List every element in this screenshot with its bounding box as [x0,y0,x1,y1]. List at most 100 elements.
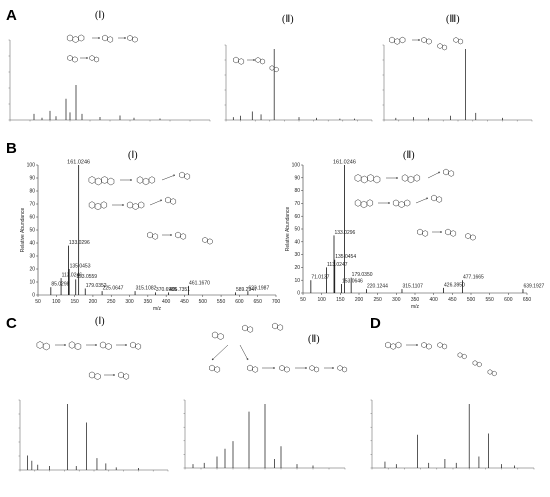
molecule-ring [401,174,409,182]
molecule-ring [470,234,476,241]
peak-label: 220.1244 [367,284,388,290]
x-tick-label: 550 [485,297,494,303]
molecule-ring [360,200,368,209]
molecule-ring [89,55,95,61]
peak-label: 461.1670 [189,280,210,286]
arrow-head [332,366,335,370]
y-tick-label: 80 [29,189,35,195]
panel-letter-d: D [370,315,381,332]
peak-label: 135.0453 [70,264,91,270]
peak-label: 179.0352 [86,283,107,289]
molecule-ring [126,201,134,209]
molecule-ring [366,199,374,207]
molecule-ring [118,371,124,379]
molecule-ring [436,196,443,203]
molecule-ring [443,168,449,176]
y-tick-label: 60 [29,215,35,221]
peak-label: 315.1082 [136,286,157,292]
molecule-ring [74,342,82,351]
molecule-ring [207,238,213,245]
peak-label: 589.2347 [236,287,257,293]
x-tick-label: 650 [254,299,263,305]
molecule-ring [442,44,448,51]
y-tick-label: 40 [294,239,300,245]
molecule-ring [407,175,415,184]
molecule-ring [68,341,76,349]
arrow-head [416,343,419,347]
arrow-head [246,357,249,361]
y-tick-label: 30 [294,252,300,258]
x-tick-label: 250 [373,297,382,303]
peak-label: 225.0647 [103,286,124,292]
sub-label-b1: (Ⅰ) [128,150,138,161]
arrow-head [253,58,256,62]
arrow-head [95,343,98,347]
molecule-ring [314,366,320,373]
x-tick-label: 250 [107,299,116,305]
molecule-ring [94,56,100,63]
molecule-ring [342,366,348,373]
x-tick-label: 100 [52,299,61,305]
molecule-ring [36,341,44,349]
molecule-ring [426,343,432,350]
arrow-head [425,197,429,200]
spectrum-b2: 50 100 150 200 250 300 350 400 450 500 550 600 650 0 1… [285,160,545,311]
peak-label: 406.7351 [169,287,190,293]
molecule-ring [123,373,130,380]
arrow-head [98,36,101,40]
molecule-ring [148,176,156,184]
molecule-ring [170,198,177,205]
molecule-ring [399,36,406,44]
arrow-head [170,233,173,237]
x-tick-label: 400 [162,299,171,305]
fragment-arrow [239,344,249,361]
spectrum-c2 [183,399,346,470]
x-tick-label: 100 [317,297,326,303]
x-tick-label: 50 [300,297,306,303]
spectrum-a3 [382,44,533,122]
molecule-ring [127,34,133,42]
molecule-ring [255,57,261,63]
arrow-head [124,36,127,40]
peak-label: 153.0646 [342,279,363,285]
molecule-ring [105,343,112,350]
molecule-ring [184,173,191,180]
x-tick-label: 150 [336,297,345,303]
molecule-ring [138,201,145,209]
molecule-ring [100,201,108,209]
molecule-ring [390,343,397,350]
x-tick-label: 150 [70,299,79,305]
molecule-ring [214,366,221,373]
molecule-ring [94,177,102,186]
molecule-ring [67,54,73,62]
molecule-ring [448,170,455,177]
x-tick-label: 350 [144,299,153,305]
peak-label: 426.3950 [444,282,465,288]
molecule-ring [142,177,150,186]
molecule-ring [279,364,285,372]
spectrum-a2 [224,44,373,122]
molecule-ring [202,236,208,244]
molecule-ring [309,365,315,371]
molecule-ring [66,34,74,42]
molecule-ring [247,364,253,372]
peak-label: 161.0246 [67,160,90,166]
y-axis-title: Relative Abundance [20,208,26,253]
y-tick-label: 70 [294,201,300,207]
fragmentation-structures [36,34,497,380]
molecule-ring [101,176,108,184]
spectrum-c1 [18,399,169,472]
molecule-ring [88,176,96,184]
y-tick-label: 90 [294,175,300,181]
molecule-ring [491,370,497,377]
x-tick-label: 300 [392,297,401,303]
molecule-ring [233,56,239,64]
peak-label: 623.1987 [248,286,269,292]
arrow-head [130,178,133,182]
molecule-ring [247,326,254,333]
arrow-head [396,176,399,180]
arrow-head [86,56,89,60]
y-tick-label: 10 [29,280,35,286]
arrow-head [159,199,163,202]
molecule-ring [392,199,400,207]
